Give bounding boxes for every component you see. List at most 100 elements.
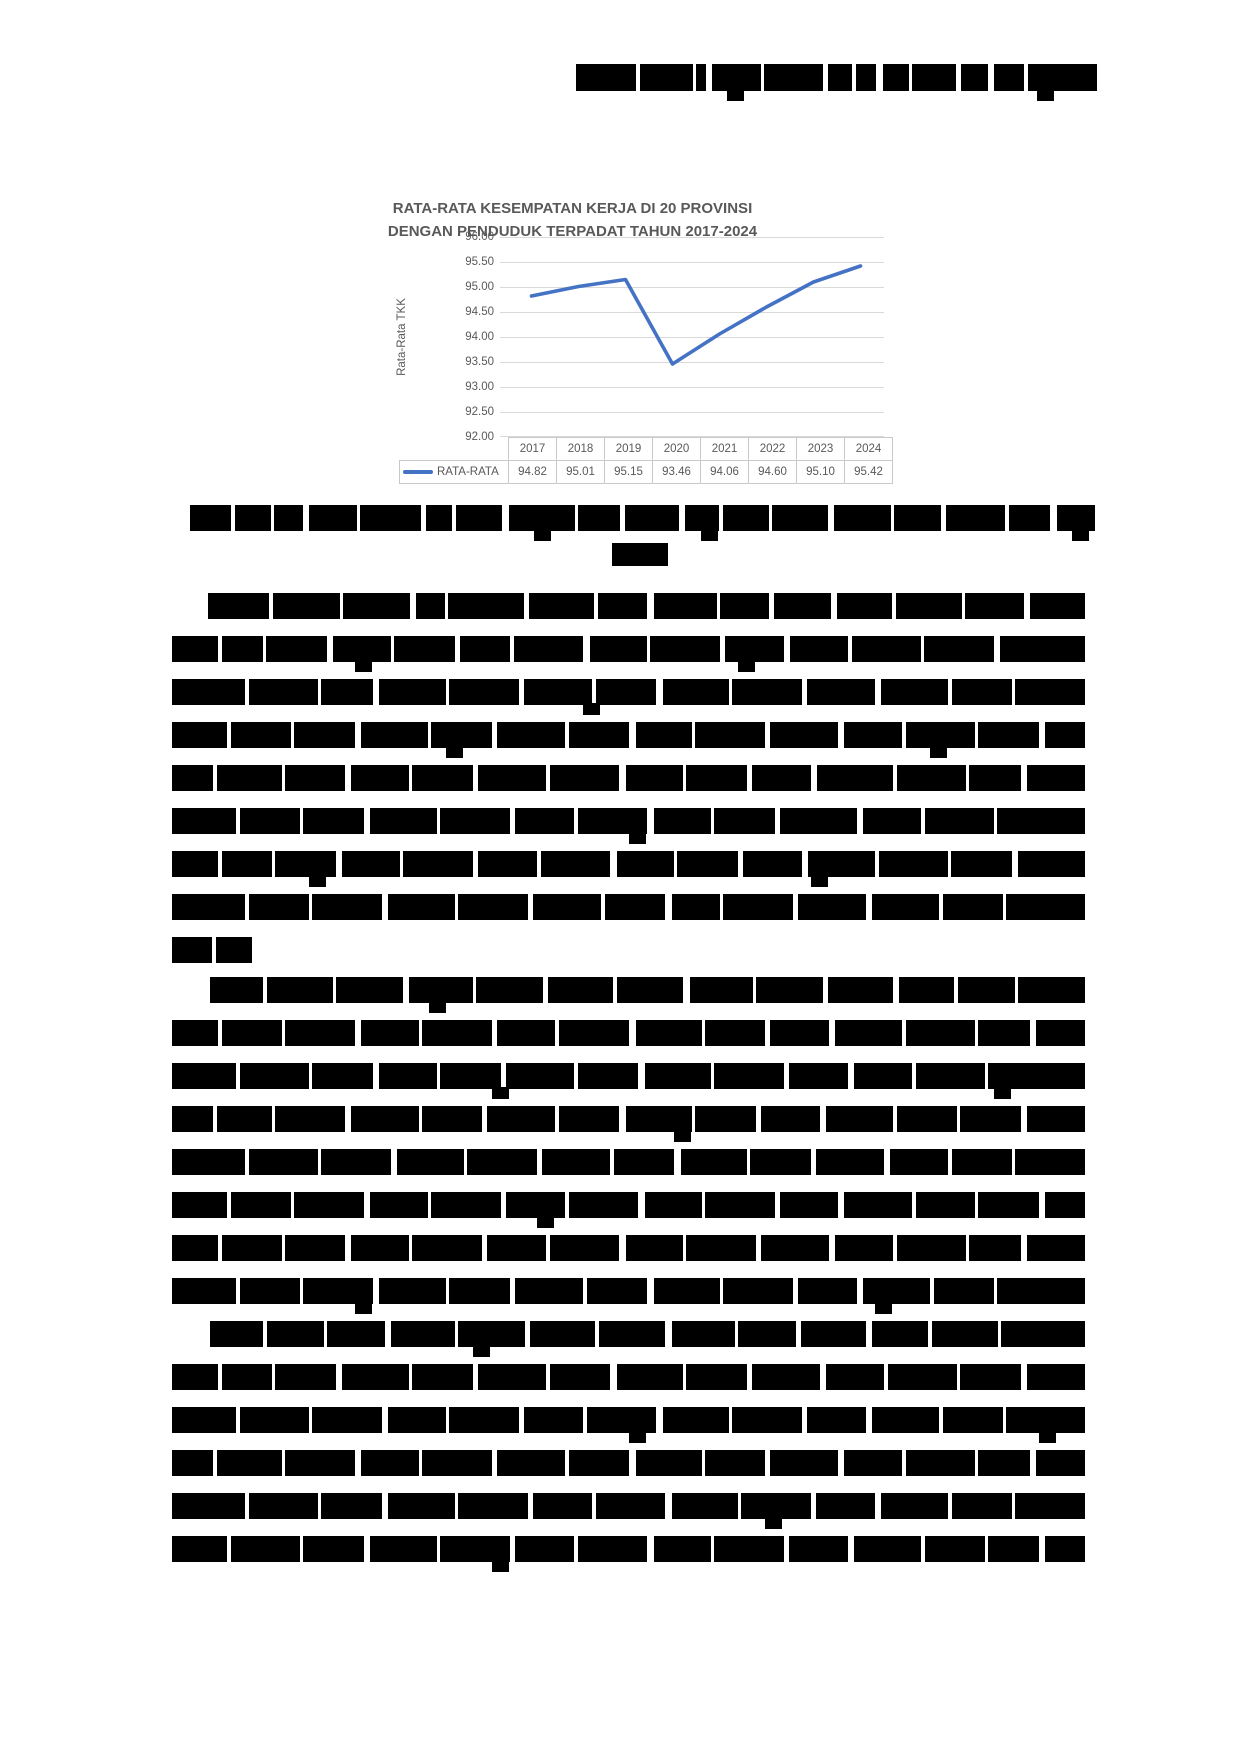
- redaction-word-gap: [948, 849, 951, 879]
- redacted-text-line: [172, 1061, 1085, 1099]
- redaction-word-gap: [892, 591, 896, 621]
- redaction-word-gap: [473, 1362, 478, 1392]
- redaction-word-gap: [866, 892, 872, 922]
- redaction-word-gap: [409, 1233, 412, 1263]
- redaction-word-gap: [236, 1276, 240, 1306]
- redacted-text-line: [172, 1491, 1085, 1529]
- redaction-word-gap: [272, 1104, 275, 1134]
- redaction-descender: [811, 875, 828, 887]
- redaction-word-gap: [282, 1233, 285, 1263]
- redaction-word-gap: [282, 1448, 285, 1478]
- redaction-word-gap: [956, 62, 961, 93]
- redaction-descender: [1037, 89, 1054, 101]
- redaction-word-gap: [345, 1233, 351, 1263]
- redaction-word-gap: [674, 1147, 681, 1177]
- redaction-word-gap: [473, 975, 476, 1005]
- redacted-text-line: [172, 720, 1085, 758]
- redaction-word-gap: [400, 849, 403, 879]
- y-tick-label: 92.00: [465, 431, 494, 443]
- redaction-word-gap: [231, 503, 235, 533]
- redaction-word-gap: [939, 1405, 943, 1435]
- redacted-text-line: [172, 1104, 1085, 1142]
- redaction-word-gap: [519, 1405, 524, 1435]
- redaction-word-gap: [796, 1319, 801, 1349]
- redaction-descender: [429, 1001, 446, 1013]
- redaction-word-gap: [300, 806, 303, 836]
- redaction-word-gap: [1039, 1190, 1045, 1220]
- redaction-word-gap: [1039, 720, 1045, 750]
- redacted-text-line: [576, 62, 1097, 101]
- redaction-word-gap: [966, 1233, 969, 1263]
- redaction-word-gap: [410, 591, 416, 621]
- value-cell: 95.15: [604, 459, 653, 484]
- redaction-word-gap: [875, 677, 881, 707]
- redaction-word-gap: [525, 1319, 530, 1349]
- redaction-word-gap: [828, 503, 834, 533]
- redaction-word-gap: [706, 62, 712, 93]
- redaction-descender: [727, 89, 744, 101]
- redaction-word-gap: [601, 892, 605, 922]
- redaction-word-gap: [501, 1190, 506, 1220]
- redaction-word-gap: [683, 1233, 686, 1263]
- redaction-word-gap: [428, 1190, 431, 1220]
- redaction-word-gap: [765, 1018, 770, 1048]
- redaction-descender: [701, 529, 718, 541]
- year-header-row: 2017 2018 2019 2020 2021 2022 2023 2024: [400, 437, 893, 461]
- redaction-word-gap: [957, 1362, 960, 1392]
- redaction-word-gap: [838, 1448, 844, 1478]
- redaction-word-gap: [784, 1534, 789, 1564]
- redaction-word-gap: [683, 763, 686, 793]
- redaction-word-gap: [711, 1534, 714, 1564]
- redaction-word-gap: [524, 591, 529, 621]
- redaction-word-gap: [282, 1018, 285, 1048]
- redaction-word-gap: [912, 1061, 916, 1091]
- value-cell: 95.01: [556, 459, 605, 484]
- redaction-word-gap: [445, 591, 448, 621]
- series-value-row: RATA-RATA 94.82 95.01 95.15 93.46 94.06 …: [399, 459, 893, 484]
- redaction-word-gap: [309, 1405, 312, 1435]
- redaction-word-gap: [902, 720, 906, 750]
- redaction-word-gap: [574, 1061, 578, 1091]
- redacted-text-line: [172, 849, 1085, 887]
- redaction-word-gap: [891, 503, 894, 533]
- redaction-word-gap: [793, 1276, 798, 1306]
- year-cell: 2023: [796, 437, 845, 461]
- redaction-word-gap: [1015, 975, 1018, 1005]
- redaction-descender: [492, 1560, 509, 1572]
- redaction-word-gap: [382, 892, 388, 922]
- redaction-word-gap: [674, 849, 677, 879]
- redaction-word-gap: [875, 849, 879, 879]
- redaction-word-gap: [769, 503, 772, 533]
- redaction-descender: [629, 1431, 646, 1443]
- redacted-text-line: [172, 1233, 1085, 1263]
- y-tick-label: 94.50: [465, 306, 494, 318]
- redaction-descender: [738, 660, 755, 672]
- chart-title: RATA-RATA KESEMPATAN KERJA DI 20 PROVINS…: [320, 197, 825, 243]
- redaction-word-gap: [594, 591, 598, 621]
- value-cell: 95.10: [796, 459, 845, 484]
- y-tick-label: 93.50: [465, 356, 494, 368]
- redaction-word-gap: [546, 1233, 550, 1263]
- redaction-word-gap: [583, 1405, 587, 1435]
- redaction-word-gap: [1012, 677, 1015, 707]
- redaction-word-gap: [829, 1233, 835, 1263]
- chart-title-line1: RATA-RATA KESEMPATAN KERJA DI 20 PROVINS…: [392, 200, 753, 217]
- redaction-word-gap: [866, 1405, 872, 1435]
- redaction-word-gap: [665, 1491, 672, 1521]
- redaction-word-gap: [756, 1233, 761, 1263]
- redaction-word-gap: [575, 503, 578, 533]
- redaction-word-gap: [775, 806, 780, 836]
- redaction-word-gap: [303, 503, 309, 533]
- redaction-word-gap: [702, 1448, 705, 1478]
- redaction-word-gap: [802, 677, 807, 707]
- redaction-word-gap: [893, 1233, 897, 1263]
- redaction-word-gap: [510, 1276, 515, 1306]
- redaction-word-gap: [1012, 849, 1018, 879]
- gridline: [500, 237, 884, 238]
- year-cell: 2024: [844, 437, 893, 461]
- redaction-word-gap: [838, 720, 844, 750]
- redaction-word-gap: [619, 763, 626, 793]
- redaction-word-gap: [300, 1276, 303, 1306]
- redaction-word-gap: [565, 1190, 569, 1220]
- redaction-word-gap: [565, 1448, 569, 1478]
